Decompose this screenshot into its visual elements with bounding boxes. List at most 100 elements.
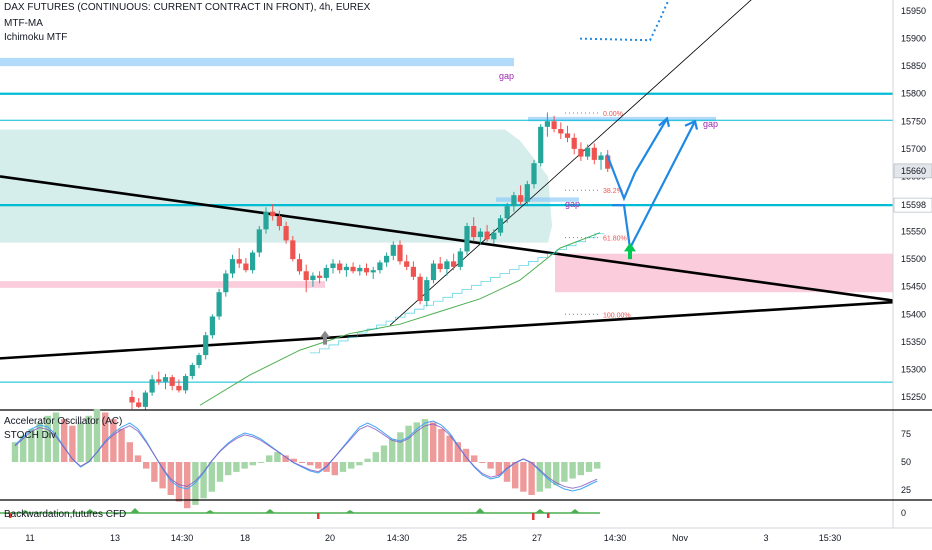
stoch-line-d <box>14 423 598 489</box>
time-axis-tick: 13 <box>110 533 120 543</box>
price-label-box <box>893 197 932 213</box>
oscillator-bar <box>159 462 166 489</box>
backwardation-peak <box>535 509 545 513</box>
candle-body <box>437 263 443 270</box>
descending-trendline <box>0 175 894 302</box>
pink-strip <box>0 281 325 288</box>
candle-body <box>424 280 430 302</box>
candle-body <box>524 184 530 202</box>
candle-body <box>571 137 577 149</box>
oscillator-bar <box>503 462 511 482</box>
oscillator-bar <box>208 462 215 492</box>
oscillator-bar <box>11 442 19 462</box>
candle-body <box>229 259 236 274</box>
candle-body <box>142 392 148 407</box>
oscillator-bar <box>134 455 142 462</box>
price-label-box <box>893 163 932 179</box>
oscillator-bar <box>380 445 388 462</box>
backwardation-peak <box>20 510 30 513</box>
time-axis-tick: 27 <box>532 533 542 543</box>
candle-body <box>296 259 303 272</box>
candle-body <box>169 377 175 386</box>
candle-body <box>558 129 564 134</box>
candle-body <box>491 232 497 240</box>
backwardation-peak <box>345 510 355 513</box>
price-axis-tick: 15350 <box>901 337 926 347</box>
candle-body <box>404 261 410 267</box>
candle-body <box>350 266 356 272</box>
candle-body <box>149 379 155 393</box>
price-axis-tick: 15400 <box>901 309 926 319</box>
price-axis-tick: 15550 <box>901 227 926 237</box>
candle-body <box>270 211 276 217</box>
panel-subtitle-stoch: STOCH Div <box>4 430 57 441</box>
candle-body <box>189 364 195 377</box>
ichimoku-cloud <box>0 129 552 243</box>
candle-body <box>343 266 349 271</box>
oscillator-bar <box>126 442 133 462</box>
projection-arrowhead-1 <box>658 116 671 128</box>
oscillator-bar <box>266 455 273 462</box>
oscillator-bar <box>585 462 593 472</box>
candle-body <box>377 262 383 271</box>
oscillator-bar <box>110 419 117 462</box>
oscillator-bar <box>389 438 396 462</box>
candle-body <box>243 263 249 271</box>
oscillator-bar <box>421 419 429 462</box>
candle-body <box>497 218 504 233</box>
candle-body <box>544 121 550 127</box>
backwardation-peak <box>130 508 140 513</box>
oscillator-bar <box>364 458 371 462</box>
oscillator-bar <box>282 455 289 462</box>
oscillator-bar <box>233 462 240 472</box>
backwardation-peak <box>265 509 275 513</box>
oscillator-bar <box>520 462 527 492</box>
projection-path-2 <box>612 120 696 252</box>
time-axis-tick: 14:30 <box>604 533 627 543</box>
oscillator-bar <box>315 462 322 469</box>
oscillator-bar <box>339 462 347 472</box>
oscillator-bar <box>36 422 43 462</box>
backwardation-peak <box>85 509 95 513</box>
price-axis-tick: 15950 <box>901 6 926 16</box>
candle-body <box>250 252 256 271</box>
projection-path-1 <box>605 117 668 202</box>
candle-body <box>317 275 323 278</box>
oscillator-bar <box>577 462 584 476</box>
oscillator-bar <box>102 412 109 462</box>
oscillator-bar <box>405 425 412 462</box>
candle-body <box>591 147 597 160</box>
price-label-text: 15598 <box>901 200 926 210</box>
candle-body <box>156 379 162 382</box>
oscillator-bar <box>512 462 519 489</box>
candle-body <box>511 195 517 207</box>
oscillator-bar <box>290 458 297 462</box>
oscillator-bar <box>85 415 92 462</box>
candle-body <box>290 240 296 260</box>
candle-body <box>330 263 336 268</box>
oscillator-bar <box>553 462 560 486</box>
oscillator-bar <box>257 462 265 463</box>
candle-body <box>162 377 169 382</box>
indicator-mtf-ma: MTF-MA <box>4 18 43 29</box>
time-axis-tick: Nov <box>672 533 689 543</box>
candle-body <box>323 267 329 278</box>
price-axis-tick: 15450 <box>901 282 926 292</box>
candle-body <box>136 402 142 407</box>
dotted-projection <box>579 0 669 42</box>
candle-body <box>256 229 262 253</box>
oscillator-bar <box>118 429 125 462</box>
oscillator-bar <box>569 462 576 479</box>
backwardation-spike <box>547 513 550 518</box>
candle-body <box>397 244 403 262</box>
candle-body <box>196 355 202 365</box>
price-axis-tick: 15700 <box>901 144 926 154</box>
time-axis-tick: 20 <box>325 533 335 543</box>
gap-box-low <box>496 197 579 202</box>
oscillator-bar <box>184 462 191 509</box>
price-axis-tick: 15300 <box>901 364 926 374</box>
gap-label: gap <box>703 119 718 129</box>
backwardation-spike <box>532 513 535 520</box>
candle-body <box>216 292 222 317</box>
